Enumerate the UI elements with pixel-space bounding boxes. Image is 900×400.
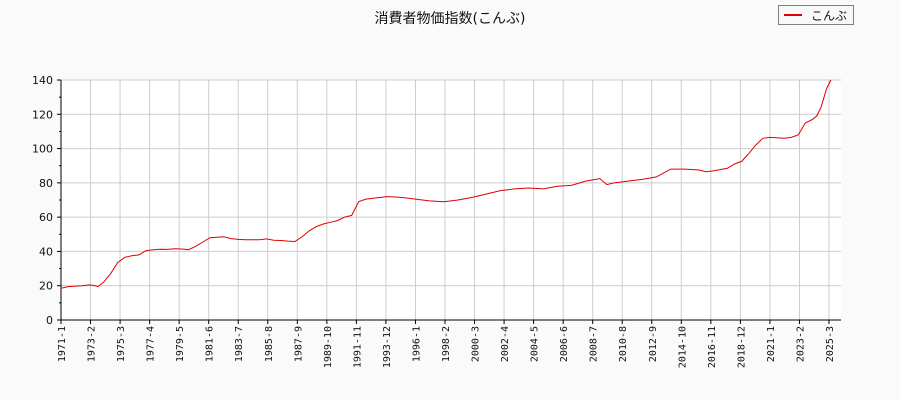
chart-title: 消費者物価指数(こんぶ) [374,11,526,27]
x-tick-label: 2004-5 [530,326,541,362]
x-axis-ticks: 1971-1 1973-2 1975-3 1977-4 1979-5 1981-6 1983… [57,320,836,368]
x-tick-label: 1987-9 [293,326,304,362]
y-tick-label: 60 [39,211,53,224]
x-tick-label: 2006-6 [559,326,570,362]
legend-label: こんぶ [811,8,848,23]
x-tick-label: 1989-10 [323,326,334,368]
x-tick-label: 1985-8 [264,326,275,362]
x-tick-label: 2016-11 [707,326,718,368]
legend-swatch-icon [784,14,802,16]
x-tick-label: 1971-1 [57,326,68,362]
x-tick-label: 1979-5 [175,326,186,362]
x-tick-label: 2018-12 [736,326,747,368]
series-line [60,79,832,289]
x-tick-label: 1983-7 [234,326,245,362]
legend: こんぶ [778,5,854,25]
x-tick-label: 1991-11 [352,326,363,368]
x-tick-label: 1998-2 [441,326,452,362]
x-tick-label: 1977-4 [146,326,157,362]
y-tick-label: 40 [39,245,53,258]
x-tick-label: 2023-2 [795,326,806,362]
y-tick-label: 0 [46,314,53,327]
y-axis-ticks: 0 20 40 60 80 100 120 140 [32,74,61,327]
x-tick-label: 2025-3 [825,326,836,362]
y-tick-label: 140 [32,74,53,87]
x-tick-label: 1973-2 [87,326,98,362]
x-tick-label: 1996-1 [411,326,422,362]
y-tick-label: 120 [32,108,53,121]
x-tick-label: 1975-3 [116,326,127,362]
x-tick-label: 1993-12 [382,326,393,368]
y-tick-label: 100 [32,143,53,156]
x-tick-label: 2014-10 [677,326,688,368]
x-tick-label: 2008-7 [589,326,600,362]
x-tick-label: 2021-1 [766,326,777,362]
x-tick-label: 2002-4 [500,326,511,362]
y-tick-label: 80 [39,177,53,190]
x-tick-label: 2000-3 [471,326,482,362]
x-tick-label: 1981-6 [205,326,216,362]
x-tick-label: 2010-8 [618,326,629,362]
grid-lines [61,79,841,320]
x-tick-label: 2012-9 [648,326,659,362]
y-tick-label: 20 [39,280,53,293]
